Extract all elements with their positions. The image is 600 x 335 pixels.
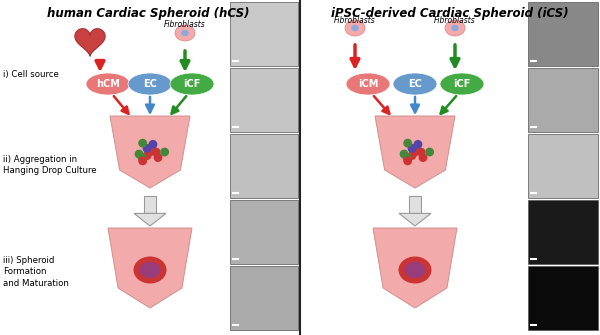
Text: EC: EC [143,79,157,89]
Text: Fibroblasts: Fibroblasts [434,16,476,25]
Bar [230,68,298,132]
Circle shape [400,150,408,158]
Text: iii) Spheroid
Formation
and Maturation: iii) Spheroid Formation and Maturation [3,256,69,288]
Bar [528,266,598,330]
Text: ii) Aggregation in
Hanging Drop Culture: ii) Aggregation in Hanging Drop Culture [3,154,97,176]
Bar [230,200,298,264]
Circle shape [152,148,160,156]
Circle shape [411,148,419,156]
Ellipse shape [181,30,189,36]
Bar [409,196,421,213]
Circle shape [403,154,411,161]
Circle shape [146,148,154,156]
Ellipse shape [440,73,484,95]
Circle shape [149,141,157,148]
Circle shape [419,154,427,161]
Bar [528,134,598,198]
Circle shape [161,148,169,156]
Ellipse shape [445,20,465,36]
Text: Fibroblasts: Fibroblasts [164,20,206,29]
Ellipse shape [404,262,425,278]
Text: Fibroblasts: Fibroblasts [334,16,376,25]
Circle shape [417,148,425,156]
Ellipse shape [170,73,214,95]
Circle shape [426,148,433,156]
Text: i) Cell source: i) Cell source [3,70,59,79]
Polygon shape [399,213,431,226]
Ellipse shape [128,73,172,95]
Text: iPSC-derived Cardiac Spheroid (iCS): iPSC-derived Cardiac Spheroid (iCS) [331,7,569,20]
Ellipse shape [175,25,195,41]
PathPatch shape [375,116,455,188]
Ellipse shape [393,73,437,95]
Circle shape [408,145,416,152]
Circle shape [404,139,412,147]
Circle shape [414,141,422,148]
Bar [230,266,298,330]
Ellipse shape [139,262,161,278]
PathPatch shape [108,228,192,308]
Ellipse shape [346,73,390,95]
PathPatch shape [110,116,190,188]
Circle shape [139,139,146,147]
Bar [528,2,598,66]
Text: iCF: iCF [454,79,470,89]
Polygon shape [134,213,166,226]
Text: iCF: iCF [184,79,200,89]
Ellipse shape [345,20,365,36]
Text: EC: EC [408,79,422,89]
Text: iCM: iCM [358,79,378,89]
Ellipse shape [398,257,431,283]
Circle shape [408,152,416,159]
Circle shape [143,145,151,152]
Bar [230,134,298,198]
Ellipse shape [86,73,130,95]
Circle shape [136,150,143,158]
Circle shape [154,154,162,161]
Circle shape [139,157,146,164]
Bar [230,2,298,66]
Circle shape [404,157,412,164]
Ellipse shape [351,25,359,31]
Ellipse shape [133,257,167,283]
Bar [528,200,598,264]
PathPatch shape [373,228,457,308]
Circle shape [138,154,146,161]
Ellipse shape [451,25,459,31]
Text: hCM: hCM [96,79,120,89]
Bar [144,196,156,213]
Text: human Cardiac Spheroid (hCS): human Cardiac Spheroid (hCS) [47,7,249,20]
Bar [528,68,598,132]
Circle shape [143,152,151,159]
Polygon shape [75,29,105,56]
